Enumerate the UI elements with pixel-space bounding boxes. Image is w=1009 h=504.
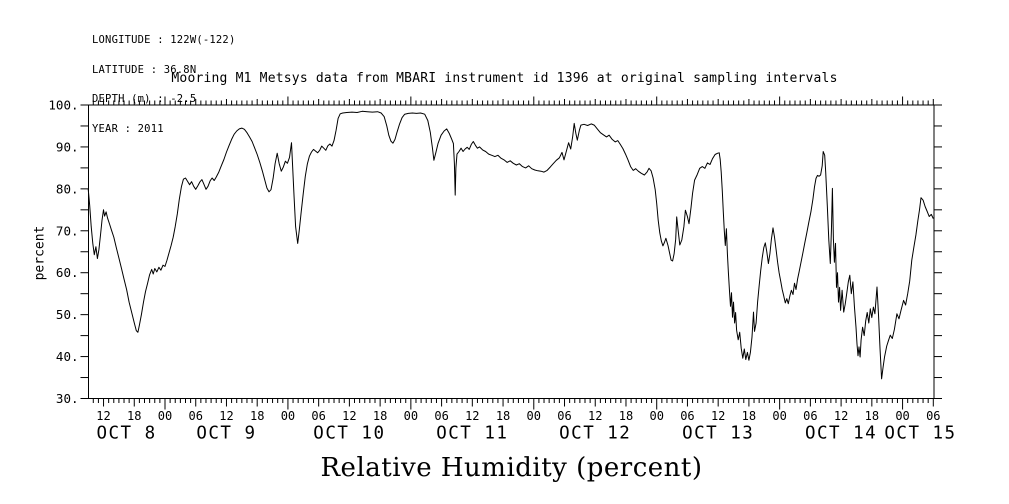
y-tick-label: 70. <box>56 223 79 238</box>
y-tick-label: 40. <box>56 349 79 364</box>
hour-tick-label: 00 <box>527 409 541 423</box>
hour-tick-label: 06 <box>926 409 940 423</box>
plot-frame <box>88 104 935 399</box>
hour-tick-label: 12 <box>342 409 356 423</box>
hour-tick-label: 06 <box>680 409 694 423</box>
hour-tick-label: 12 <box>711 409 725 423</box>
hour-tick-label: 18 <box>250 409 264 423</box>
date-label: OCT 11 <box>436 424 508 444</box>
hour-tick-label: 12 <box>219 409 233 423</box>
hour-tick-label: 12 <box>465 409 479 423</box>
hour-tick-label: 06 <box>434 409 448 423</box>
date-label: OCT 8 <box>96 424 156 444</box>
date-label: OCT 12 <box>559 424 631 444</box>
hour-tick-label: 00 <box>649 409 663 423</box>
chart-title: Mooring M1 Metsys data from MBARI instru… <box>171 71 838 86</box>
y-tick-label: 50. <box>56 307 79 322</box>
date-label: OCT 9 <box>196 424 256 444</box>
y-tick-label: 80. <box>56 181 79 196</box>
hour-tick-label: 18 <box>865 409 879 423</box>
hour-tick-label: 12 <box>96 409 110 423</box>
y-tick-label: 30. <box>56 391 79 406</box>
metadata-year: YEAR : 2011 <box>92 122 164 135</box>
hour-tick-label: 06 <box>803 409 817 423</box>
humidity-data-line <box>87 110 934 380</box>
y-axis-title: percent <box>32 225 48 281</box>
date-label: OCT 14 <box>805 424 877 444</box>
metadata-longitude: LONGITUDE : 122W(-122) <box>92 33 236 46</box>
hour-tick-label: 06 <box>189 409 203 423</box>
metadata-depth: DEPTH (m) : -2.5 <box>92 93 197 106</box>
date-label: OCT 15 <box>884 424 956 444</box>
hour-tick-label: 00 <box>281 409 295 423</box>
y-tick-label: 60. <box>56 265 79 280</box>
hour-tick-label: 00 <box>895 409 909 423</box>
hour-tick-label: 18 <box>373 409 387 423</box>
hour-tick-label: 18 <box>496 409 510 423</box>
x-axis-title: Relative Humidity (percent) <box>320 453 703 483</box>
hour-tick-label: 12 <box>834 409 848 423</box>
hour-tick-label: 06 <box>557 409 571 423</box>
metadata-latitude: LATITUDE : 36.8N <box>92 63 197 76</box>
hour-tick-label: 06 <box>311 409 325 423</box>
hour-tick-label: 00 <box>404 409 418 423</box>
hour-tick-label: 00 <box>772 409 786 423</box>
hour-tick-label: 00 <box>158 409 172 423</box>
y-tick-label: 100. <box>48 98 78 113</box>
hour-tick-label: 18 <box>742 409 756 423</box>
date-label: OCT 10 <box>313 424 385 444</box>
hour-tick-label: 18 <box>619 409 633 423</box>
date-label: OCT 13 <box>682 424 754 444</box>
hour-tick-label: 18 <box>127 409 141 423</box>
y-tick-label: 90. <box>56 139 79 154</box>
hour-tick-label: 12 <box>588 409 602 423</box>
metadata-block: LONGITUDE : 122W(-122) LATITUDE : 36.8N … <box>92 16 235 155</box>
